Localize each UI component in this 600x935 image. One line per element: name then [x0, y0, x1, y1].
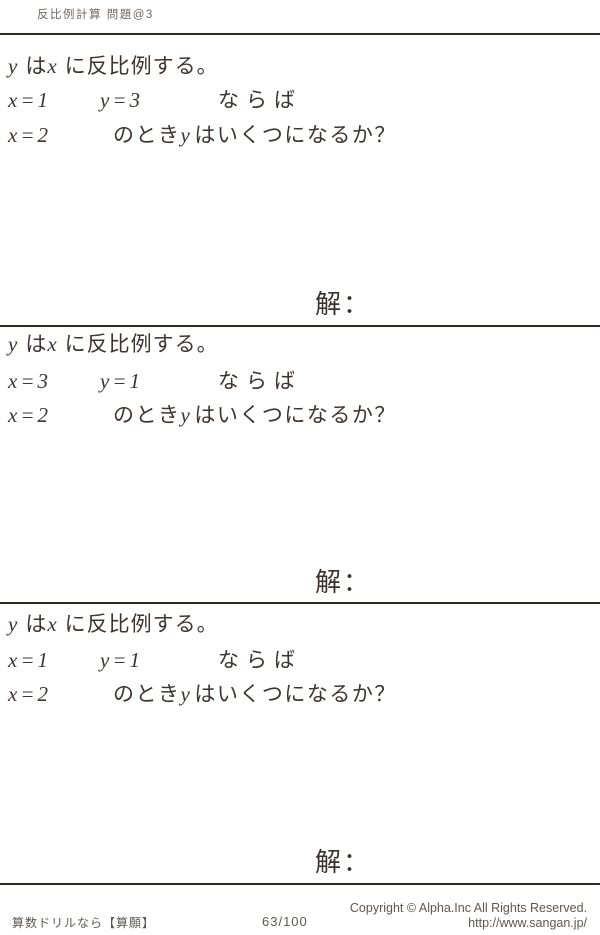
naraba-text: ならば: [218, 369, 302, 393]
answer-label: 解：: [315, 848, 372, 877]
condition-x2: x=2: [8, 682, 51, 706]
problem-statement: y はx に反比例する。: [8, 56, 219, 77]
page-title: 反比例計算 問題@3: [37, 9, 154, 21]
problem-statement: y はx に反比例する。: [8, 334, 219, 355]
question-text: のときy はいくつになるか？: [113, 123, 397, 147]
answer-label: 解：: [315, 568, 372, 597]
var-y: y: [180, 123, 192, 147]
statement-text: に反比例する。: [64, 612, 219, 636]
section-divider: [0, 325, 600, 327]
footer-site-name: 算数ドリルなら【算願】: [12, 916, 156, 930]
question-row: x=2 のときy はいくつになるか？: [0, 125, 600, 153]
condition-y: y=1: [100, 648, 143, 672]
naraba-text: ならば: [218, 648, 302, 672]
page-number: 63/100: [262, 914, 308, 929]
statement-text: に反比例する。: [64, 54, 219, 78]
var-y: y: [180, 403, 192, 427]
statement-text: は: [25, 332, 48, 356]
statement-text: に反比例する。: [64, 332, 219, 356]
given-conditions-row: x=3 y=1 ならば: [0, 371, 600, 399]
site-url: http://www.sangan.jp/: [468, 916, 587, 930]
statement-text: は: [25, 54, 48, 78]
given-conditions-row: x=1 y=3 ならば: [0, 90, 600, 118]
var-y: y: [8, 332, 21, 356]
condition-x: x=1: [8, 648, 51, 672]
var-y: y: [8, 54, 21, 78]
var-y: y: [8, 612, 21, 636]
condition-x: x=1: [8, 88, 51, 112]
var-x: x: [47, 612, 60, 636]
question-row: x=2 のときy はいくつになるか？: [0, 405, 600, 433]
question-text: のときy はいくつになるか？: [113, 403, 397, 427]
given-conditions-row: x=1 y=1 ならば: [0, 650, 600, 678]
copyright-text: Copyright © Alpha.Inc All Rights Reserve…: [349, 901, 587, 915]
condition-x2: x=2: [8, 123, 51, 147]
question-row: x=2 のときy はいくつになるか？: [0, 684, 600, 712]
bottom-divider: [0, 883, 600, 885]
condition-x: x=3: [8, 369, 51, 393]
header-divider: [0, 33, 600, 35]
problem-statement: y はx に反比例する。: [8, 614, 219, 635]
answer-label: 解：: [315, 290, 372, 319]
var-x: x: [47, 54, 60, 78]
var-x: x: [47, 332, 60, 356]
question-text: のときy はいくつになるか？: [113, 682, 397, 706]
condition-y: y=3: [100, 88, 143, 112]
var-y: y: [180, 682, 192, 706]
condition-y: y=1: [100, 369, 143, 393]
section-divider: [0, 602, 600, 604]
condition-x2: x=2: [8, 403, 51, 427]
statement-text: は: [25, 612, 48, 636]
naraba-text: ならば: [218, 88, 302, 112]
